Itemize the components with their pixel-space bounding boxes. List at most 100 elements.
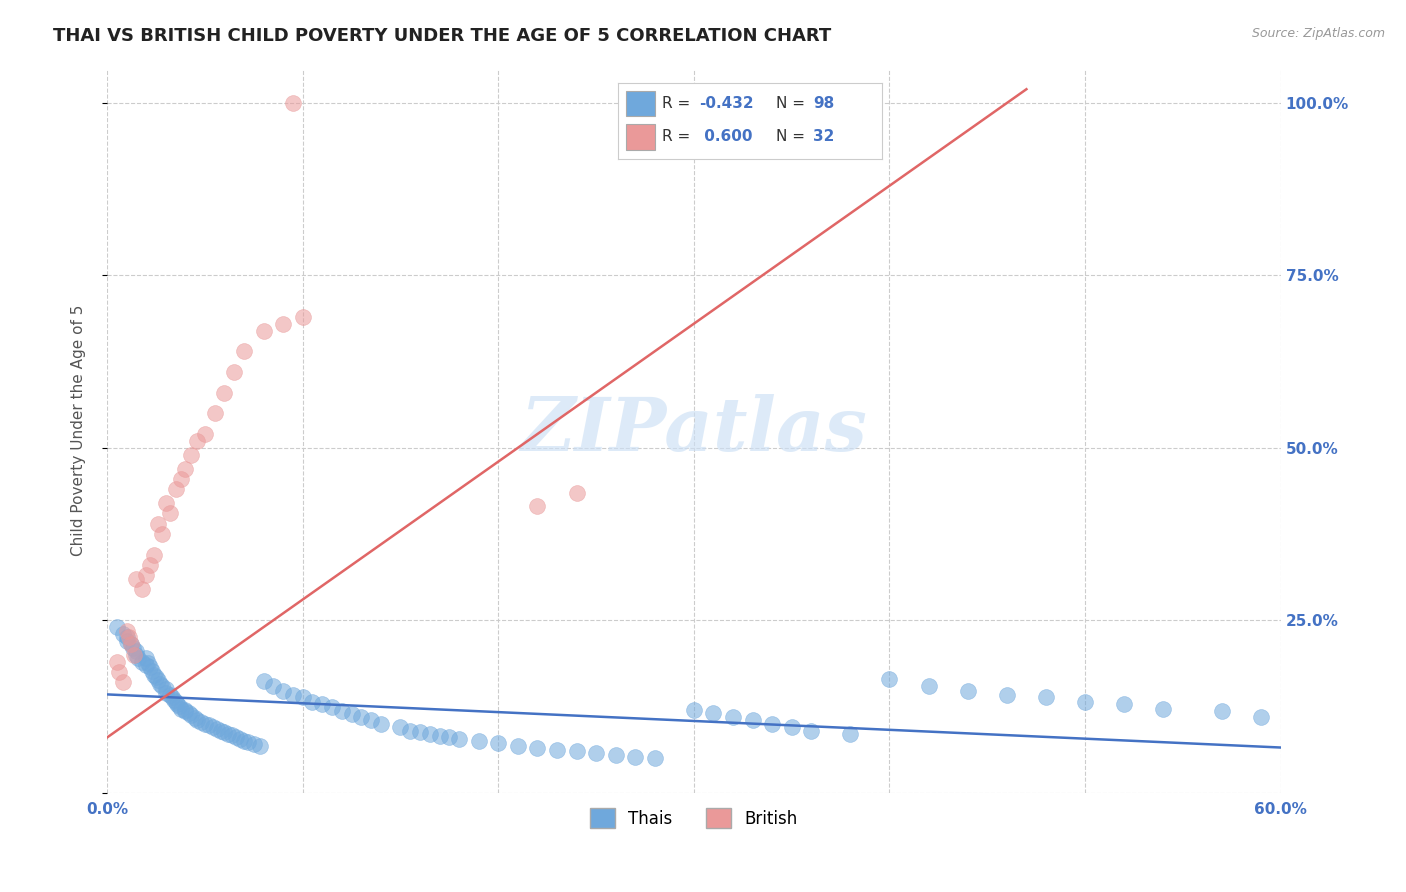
Thais <box>761 716 783 731</box>
Thais <box>340 706 363 721</box>
Thais <box>917 679 939 693</box>
Thais <box>229 731 252 746</box>
Thais <box>145 670 167 684</box>
British <box>125 572 148 586</box>
Thais <box>419 727 441 741</box>
Thais <box>879 672 901 686</box>
Thais <box>291 690 314 705</box>
Thais <box>242 738 264 752</box>
British <box>565 485 588 500</box>
Thais <box>160 690 183 705</box>
Thais <box>624 749 647 764</box>
British <box>180 448 202 462</box>
Thais <box>131 655 153 669</box>
Thais <box>125 648 148 662</box>
Thais <box>150 679 173 693</box>
Thais <box>170 701 193 715</box>
Thais <box>683 703 706 717</box>
Thais <box>546 743 568 757</box>
Thais <box>121 640 143 655</box>
British <box>155 496 177 510</box>
Thais <box>360 713 382 727</box>
Thais <box>301 695 323 709</box>
British <box>204 406 226 420</box>
British <box>224 365 246 379</box>
Thais <box>1250 710 1272 724</box>
Thais <box>115 631 138 645</box>
Thais <box>956 683 979 698</box>
British <box>150 527 173 541</box>
Thais <box>135 651 157 665</box>
Thais <box>233 734 256 748</box>
Thais <box>721 710 744 724</box>
Thais <box>225 731 247 745</box>
Thais <box>165 695 187 709</box>
Thais <box>105 620 128 634</box>
Thais <box>780 720 803 734</box>
British <box>124 648 146 662</box>
British <box>233 344 256 359</box>
Thais <box>217 727 239 741</box>
Thais <box>201 720 224 734</box>
Thais <box>162 692 184 706</box>
Y-axis label: Child Poverty Under the Age of 5: Child Poverty Under the Age of 5 <box>72 305 86 557</box>
British <box>139 558 162 572</box>
Thais <box>330 704 353 718</box>
Thais <box>1152 701 1174 715</box>
Thais <box>995 688 1018 702</box>
Thais <box>194 716 217 731</box>
Thais <box>111 627 134 641</box>
British <box>291 310 314 324</box>
Thais <box>467 734 489 748</box>
Thais <box>350 710 373 724</box>
British <box>111 675 134 690</box>
Thais <box>409 725 432 739</box>
Thais <box>1114 698 1136 712</box>
Thais <box>236 735 259 749</box>
Thais <box>184 711 207 725</box>
Thais <box>1074 695 1097 709</box>
Thais <box>169 699 191 714</box>
Thais <box>486 736 509 750</box>
Thais <box>585 746 607 760</box>
Thais <box>439 731 461 745</box>
British <box>194 427 217 442</box>
British <box>105 655 128 669</box>
British <box>135 568 157 582</box>
Thais <box>1211 704 1233 718</box>
Thais <box>311 698 333 712</box>
Thais <box>800 723 823 738</box>
British <box>131 582 153 597</box>
Text: ZIPatlas: ZIPatlas <box>520 394 868 467</box>
Thais <box>839 727 862 741</box>
Thais <box>155 686 177 700</box>
Thais <box>281 688 304 702</box>
British <box>526 500 548 514</box>
Thais <box>605 747 627 762</box>
Thais <box>127 651 149 665</box>
Thais <box>115 634 138 648</box>
Thais <box>190 715 212 730</box>
Thais <box>125 644 148 658</box>
Thais <box>262 679 284 693</box>
Thais <box>155 682 177 697</box>
Thais <box>149 676 172 690</box>
Thais <box>506 739 529 753</box>
Text: THAI VS BRITISH CHILD POVERTY UNDER THE AGE OF 5 CORRELATION CHART: THAI VS BRITISH CHILD POVERTY UNDER THE … <box>53 27 832 45</box>
British <box>186 434 208 448</box>
Text: Source: ZipAtlas.com: Source: ZipAtlas.com <box>1251 27 1385 40</box>
Thais <box>389 720 412 734</box>
Thais <box>209 723 232 738</box>
Thais <box>159 688 181 702</box>
Thais <box>526 740 548 755</box>
Thais <box>429 729 451 743</box>
Thais <box>186 713 208 727</box>
British <box>159 506 181 520</box>
British <box>146 516 169 531</box>
British <box>271 317 294 331</box>
Thais <box>321 700 343 714</box>
British <box>174 461 197 475</box>
British <box>108 665 131 679</box>
Thais <box>139 660 162 674</box>
Thais <box>249 739 271 753</box>
